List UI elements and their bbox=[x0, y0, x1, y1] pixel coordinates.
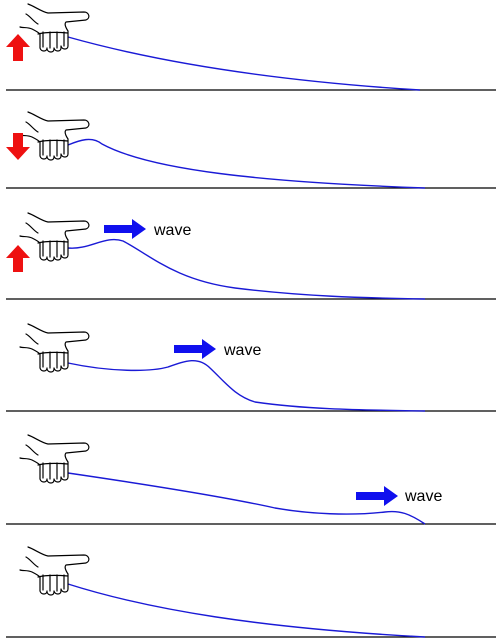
rope bbox=[67, 583, 426, 638]
rope bbox=[67, 36, 421, 91]
wave-direction-arrow-icon bbox=[104, 219, 146, 239]
rope bbox=[67, 472, 426, 525]
wave-label: wave bbox=[404, 488, 442, 505]
panel-1 bbox=[6, 3, 496, 91]
hand-icon bbox=[19, 3, 90, 53]
rope bbox=[67, 238, 426, 300]
rope bbox=[67, 360, 426, 412]
wave-direction-arrow-icon bbox=[356, 486, 398, 506]
motion-arrow-up-icon bbox=[6, 34, 30, 61]
panel-2 bbox=[6, 111, 496, 189]
motion-arrow-down-icon bbox=[6, 133, 30, 160]
panel-3: wave bbox=[6, 212, 496, 300]
motion-arrow-up-icon bbox=[6, 245, 30, 272]
panel-4: wave bbox=[6, 323, 496, 412]
wave-direction-arrow-icon bbox=[174, 339, 216, 359]
rope bbox=[67, 138, 426, 189]
panel-6 bbox=[6, 546, 496, 638]
hand-icon bbox=[19, 212, 90, 262]
hand-icon bbox=[19, 434, 90, 484]
panel-5: wave bbox=[6, 434, 496, 525]
wave-label: wave bbox=[153, 222, 191, 239]
hand-icon bbox=[19, 111, 90, 161]
wave-label: wave bbox=[223, 342, 261, 359]
